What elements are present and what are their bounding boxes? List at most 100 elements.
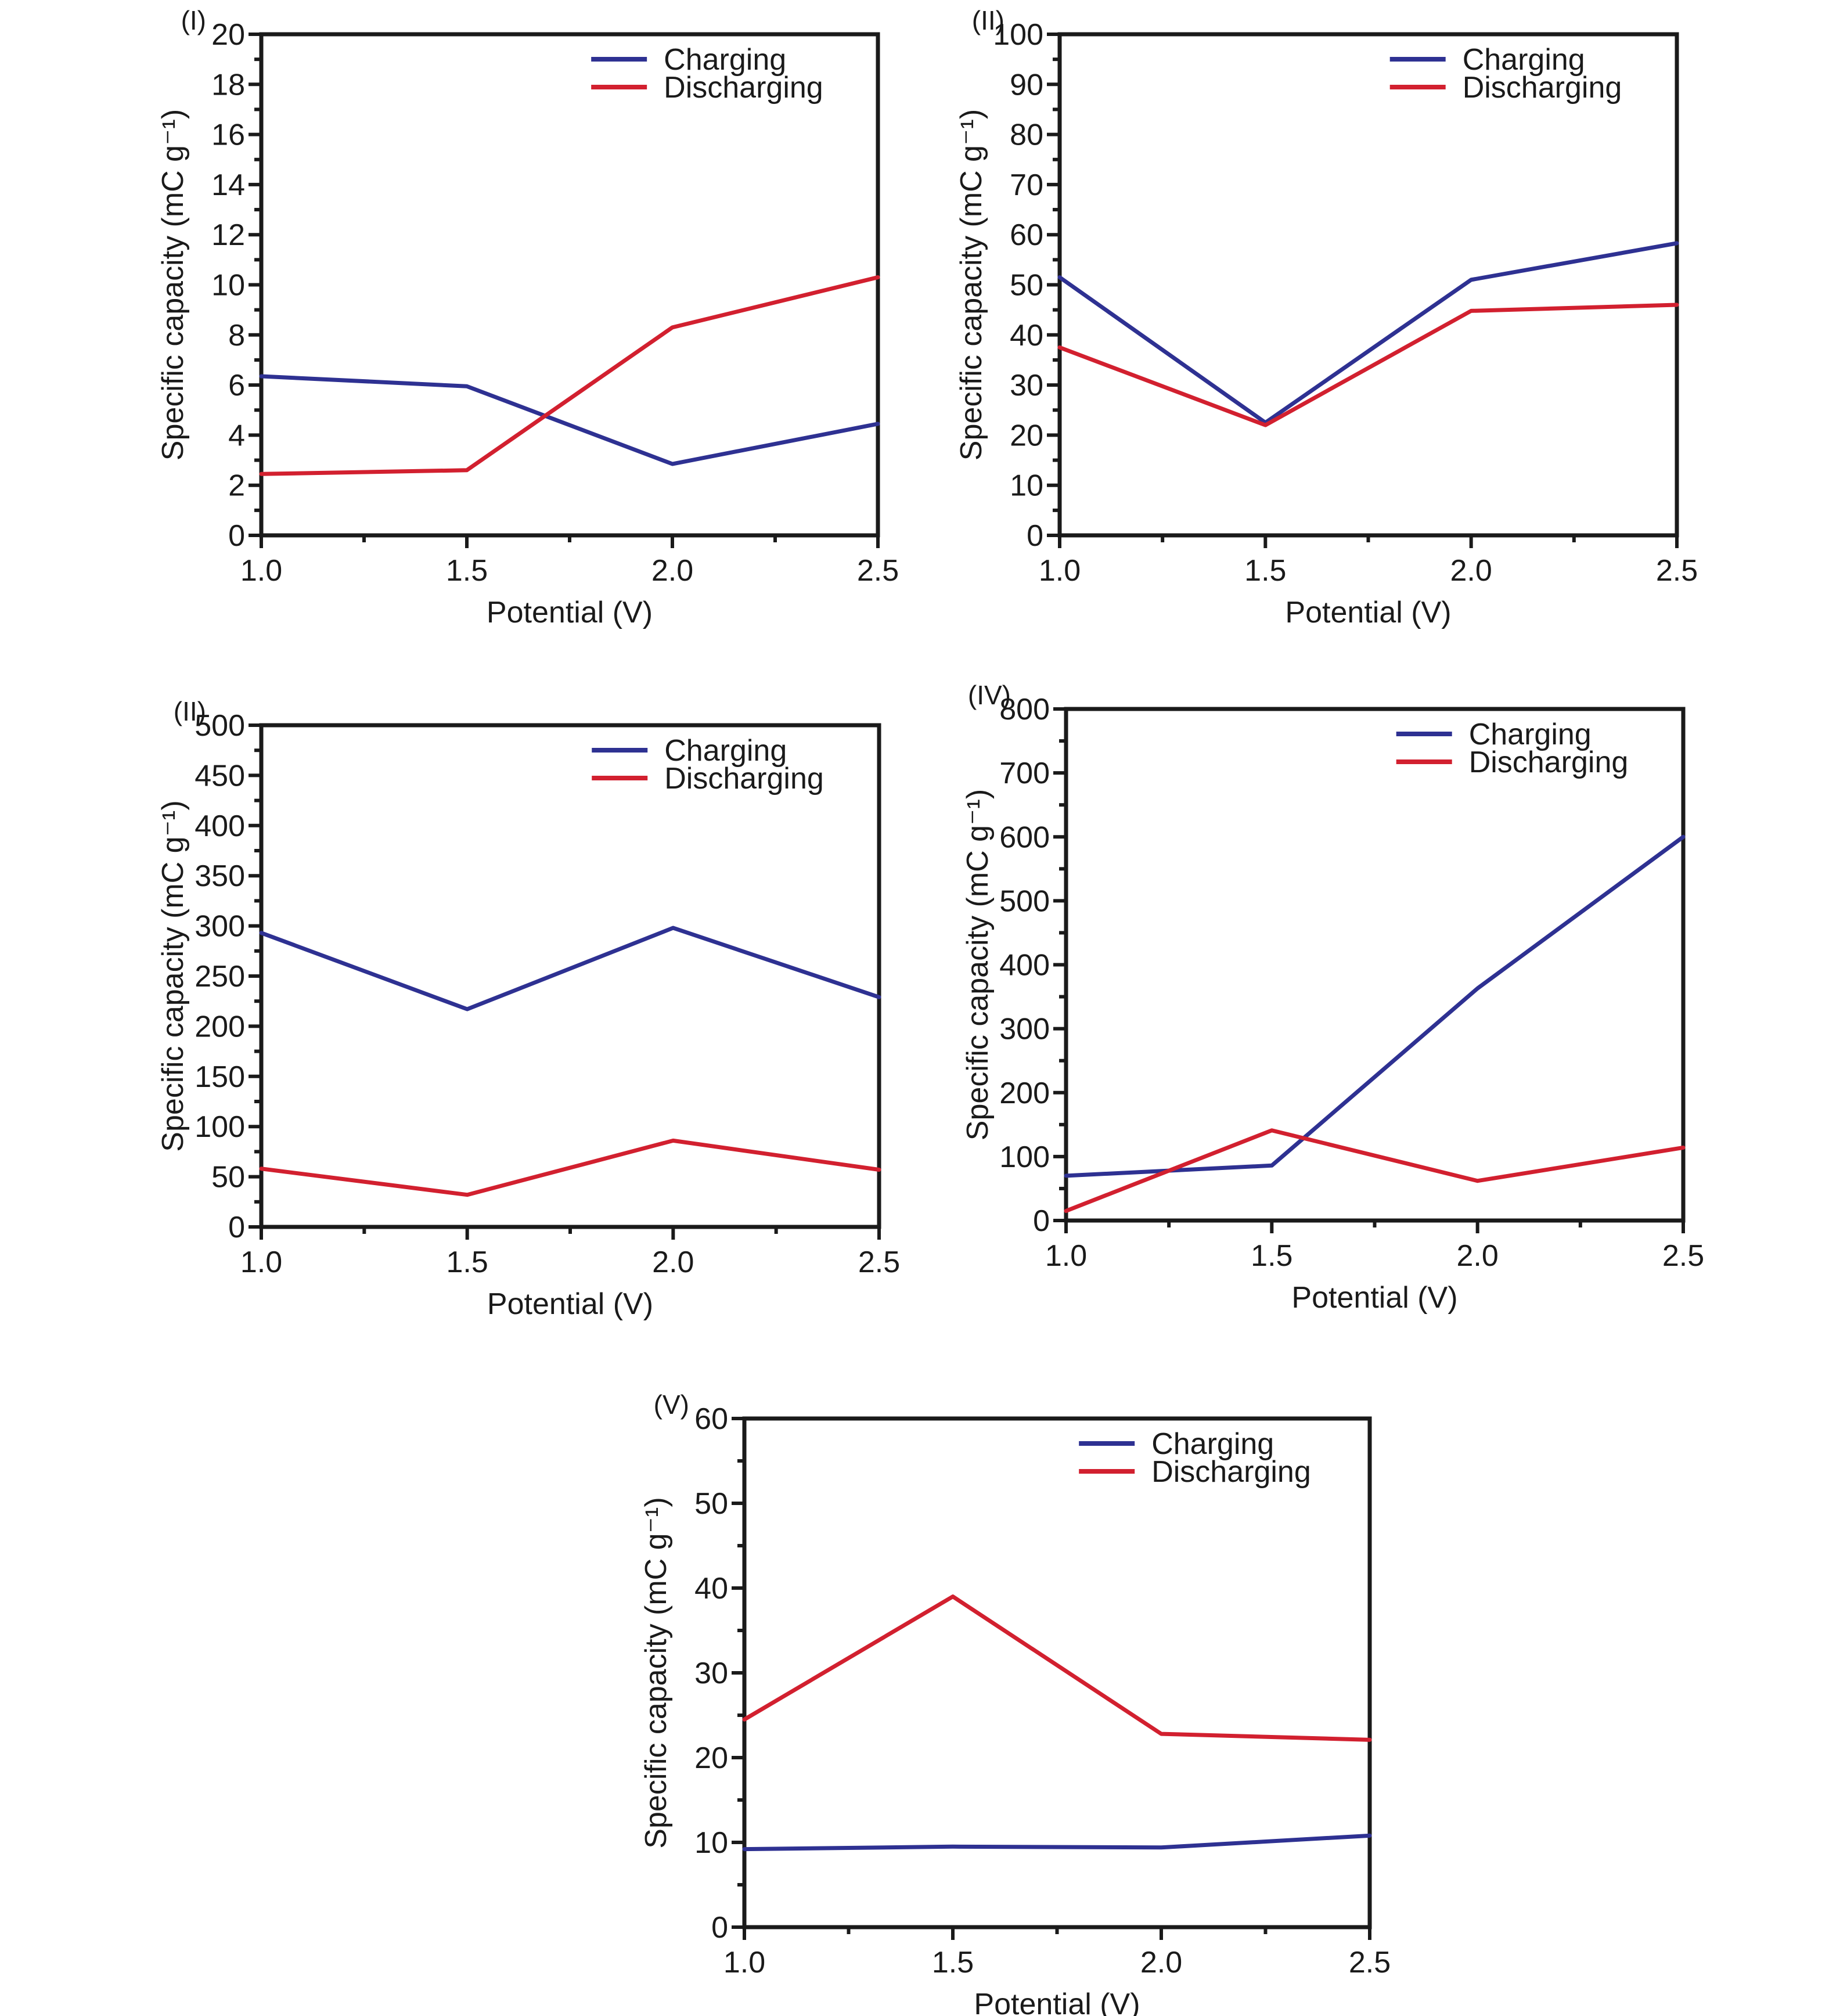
panel-label: (II) [972, 5, 1004, 35]
plot-frame [259, 723, 881, 1229]
x-tick-label: 1.0 [240, 554, 282, 588]
y-tick-label: 2 [228, 469, 245, 503]
y-tick-label: 40 [1010, 319, 1043, 352]
y-tick-label: 60 [694, 1402, 728, 1436]
series-line-charging [742, 1833, 1372, 1852]
x-tick-label: 1.0 [240, 1245, 282, 1279]
y-tick-label: 450 [195, 759, 245, 793]
y-tick-label: 20 [1010, 419, 1043, 452]
plot-frame [1064, 707, 1686, 1223]
series-line-discharging [1057, 303, 1679, 427]
y-axis-title: Specific capacity (mC g⁻¹) [639, 1497, 673, 1848]
x-tick-label: 2.0 [1457, 1239, 1499, 1273]
y-tick-label: 250 [195, 960, 245, 993]
plot-frame [259, 32, 880, 538]
x-tick-label: 2.0 [651, 554, 693, 588]
legend-label-discharging: Discharging [664, 71, 823, 105]
y-tick-label: 200 [195, 1010, 245, 1043]
y-tick-label: 30 [694, 1657, 728, 1690]
y-tick-label: 60 [1010, 218, 1043, 252]
series-line-discharging [1064, 1128, 1686, 1213]
y-tick-label: 0 [1027, 519, 1043, 553]
y-tick-label: 8 [228, 319, 245, 352]
series-line-discharging [742, 1594, 1372, 1742]
legend-label-discharging: Discharging [1151, 1455, 1311, 1489]
x-tick-label: 2.5 [858, 1245, 900, 1279]
panel-label: (V) [654, 1389, 689, 1420]
y-tick-label: 0 [1033, 1204, 1050, 1238]
y-tick-label: 0 [711, 1911, 728, 1945]
legend-label-charging: Charging [664, 734, 787, 768]
x-tick-label: 1.5 [932, 1946, 974, 1979]
y-tick-label: 600 [999, 820, 1050, 854]
series-line-charging [259, 926, 881, 1011]
x-tick-label: 1.5 [446, 554, 488, 588]
y-tick-label: 18 [211, 68, 245, 102]
x-axis-title: Potential (V) [487, 1287, 653, 1321]
panel-label: (I) [181, 5, 206, 35]
legend-label-discharging: Discharging [1469, 746, 1629, 779]
y-tick-label: 50 [1010, 269, 1043, 303]
y-tick-label: 10 [694, 1826, 728, 1860]
y-tick-label: 700 [999, 757, 1050, 790]
x-axis-title: Potential (V) [1291, 1281, 1457, 1315]
series-line-charging [1057, 241, 1679, 425]
x-tick-label: 1.0 [723, 1946, 765, 1979]
y-tick-label: 10 [211, 269, 245, 303]
legend-label-charging: Charging [664, 43, 786, 77]
y-tick-label: 350 [195, 859, 245, 893]
chart-panel: (II) 0 10 20 30 40 50 60 70 80 90 100 1.0 1.5 2.0 2.5 Ch… [955, 5, 1698, 629]
y-tick-label: 6 [228, 369, 245, 402]
plot-frame [742, 1416, 1372, 1929]
y-tick-label: 10 [1010, 469, 1043, 503]
y-tick-label: 16 [211, 118, 245, 152]
y-tick-label: 4 [228, 419, 245, 452]
legend-label-charging: Charging [1469, 718, 1592, 751]
x-tick-label: 2.0 [1450, 554, 1492, 588]
y-tick-label: 20 [694, 1741, 728, 1775]
y-tick-label: 20 [211, 18, 245, 52]
y-tick-label: 500 [999, 884, 1050, 918]
chart-panel: (IV) 0 100 200 300 400 500 600 700 800 1.0 1.5 2.0 2.… [961, 680, 1704, 1315]
y-axis-title: Specific capacity (mC g⁻¹) [156, 109, 190, 460]
y-tick-label: 400 [195, 809, 245, 843]
x-tick-label: 2.5 [1662, 1239, 1704, 1273]
x-axis-title: Potential (V) [487, 596, 653, 629]
y-tick-label: 100 [993, 18, 1043, 52]
series-line-charging [1064, 834, 1686, 1178]
y-tick-label: 400 [999, 949, 1050, 982]
chart-panel: (V) 0 10 20 30 40 50 60 1.0 1.5 2.0 2.5 ChargingDisc… [639, 1389, 1391, 2016]
x-tick-label: 2.5 [1656, 554, 1698, 588]
x-tick-label: 1.5 [1244, 554, 1286, 588]
x-axis-title: Potential (V) [1285, 596, 1451, 629]
y-tick-label: 0 [228, 1211, 245, 1244]
y-axis-title: Specific capacity (mC g⁻¹) [156, 800, 190, 1151]
y-tick-label: 0 [228, 519, 245, 553]
y-tick-label: 14 [211, 168, 245, 202]
y-tick-label: 50 [694, 1487, 728, 1521]
y-tick-label: 100 [195, 1110, 245, 1144]
x-tick-label: 2.0 [652, 1245, 694, 1279]
chart-panel: (II) 0 50 100 150 200 250 300 350 400 450 500 1.0 1.5… [156, 696, 900, 1321]
chart-panel: (I) 0 2 4 6 8 10 12 14 16 18 20 1.0 1.5 2.0 2.5 Charging… [156, 5, 899, 629]
x-tick-label: 2.5 [857, 554, 899, 588]
x-tick-label: 2.0 [1140, 1946, 1182, 1979]
x-tick-label: 1.5 [1251, 1239, 1292, 1273]
y-tick-label: 30 [1010, 369, 1043, 402]
y-tick-label: 70 [1010, 168, 1043, 202]
legend-label-discharging: Discharging [1463, 71, 1622, 105]
y-tick-label: 200 [999, 1077, 1050, 1110]
series-line-discharging [259, 275, 880, 476]
series-line-discharging [259, 1138, 881, 1197]
x-tick-label: 1.0 [1039, 554, 1081, 588]
y-tick-label: 80 [1010, 118, 1043, 152]
y-tick-label: 500 [195, 709, 245, 743]
legend-label-discharging: Discharging [664, 762, 824, 795]
x-tick-label: 2.5 [1349, 1946, 1391, 1979]
series-line-charging [259, 374, 880, 466]
x-axis-title: Potential (V) [974, 1988, 1140, 2016]
plot-frame [1057, 32, 1679, 538]
y-tick-label: 40 [694, 1572, 728, 1605]
y-tick-label: 300 [999, 1013, 1050, 1046]
